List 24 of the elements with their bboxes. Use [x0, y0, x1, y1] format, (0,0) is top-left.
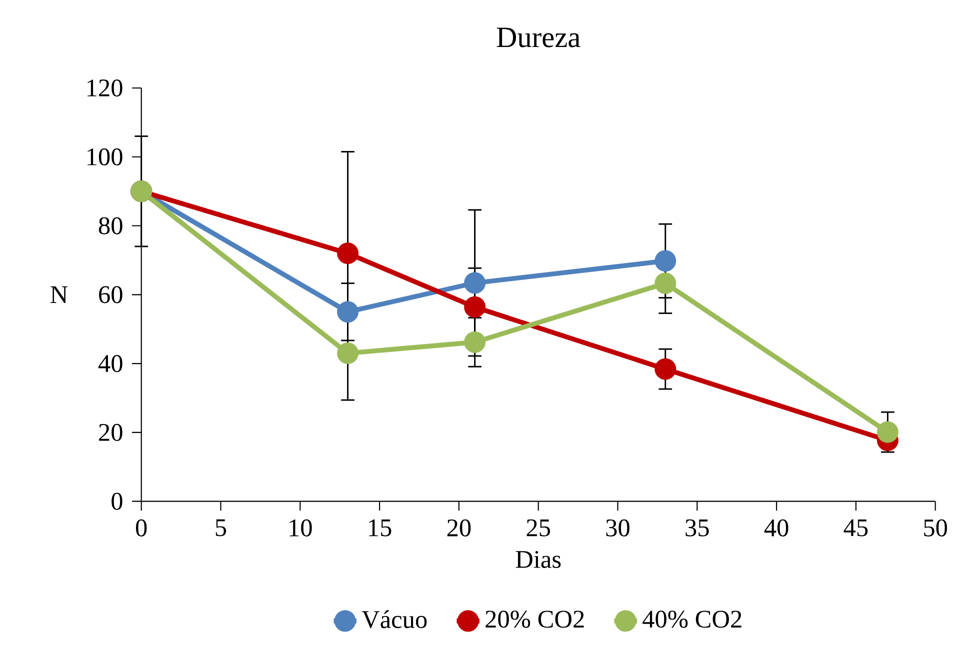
x-tick-label: 50 — [924, 519, 948, 536]
x-tick-label: 35 — [686, 519, 709, 536]
y-tick-label: 40 — [98, 355, 122, 372]
y-tick-label: 20 — [99, 424, 122, 441]
legend-label: 40% CO2 — [642, 610, 742, 628]
x-tick-label: 10 — [290, 519, 312, 536]
x-tick-label: 0 — [136, 519, 147, 536]
y-tick-label: 120 — [88, 79, 122, 97]
legend-label: 20% CO2 — [486, 610, 584, 628]
x-tick-label: 30 — [606, 519, 630, 536]
y-tick-label: 0 — [112, 492, 122, 510]
x-tick-label: 40 — [764, 519, 788, 536]
y-tick-label: 100 — [88, 148, 122, 166]
chart-title: Dureza — [496, 28, 580, 48]
y-tick-label: 80 — [98, 217, 122, 234]
x-tick-label: 45 — [844, 519, 868, 536]
y-tick-label: 60 — [99, 286, 122, 304]
x-axis-title: Dias — [516, 550, 561, 568]
x-tick-label: 20 — [447, 519, 471, 536]
x-tick-label: 25 — [526, 519, 550, 536]
y-axis-title: N — [50, 286, 68, 303]
x-tick-label: 15 — [369, 519, 392, 536]
legend-label: Vácuo — [362, 610, 427, 628]
x-tick-label: 5 — [216, 519, 226, 536]
